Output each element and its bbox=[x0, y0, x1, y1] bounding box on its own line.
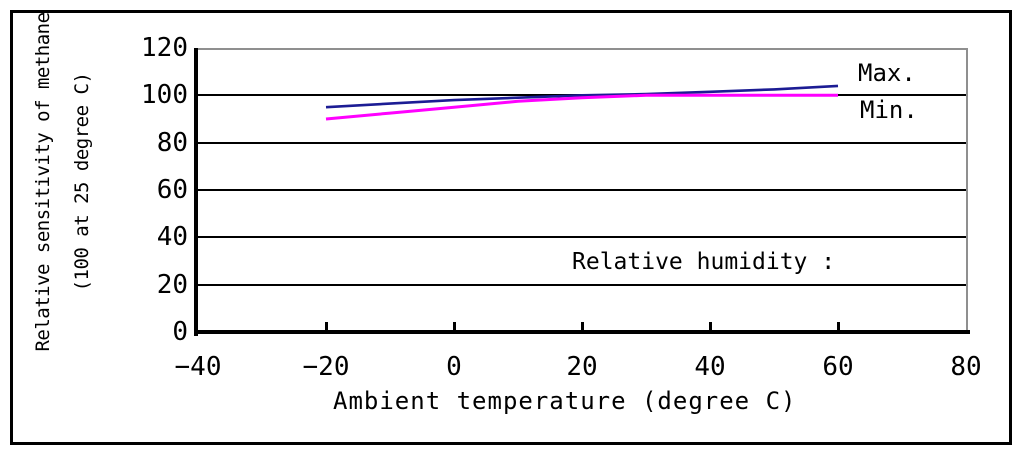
gridline-60 bbox=[198, 189, 966, 191]
gridline-80 bbox=[198, 141, 966, 144]
y-axis-line bbox=[194, 48, 198, 336]
gridline-20 bbox=[198, 283, 966, 286]
chart-lines bbox=[325, 84, 839, 121]
x-ticklabel-80: 80 bbox=[950, 352, 982, 382]
y-ticklabel-100: 100 bbox=[141, 80, 188, 111]
legend-label-min: Min. bbox=[860, 96, 918, 124]
series-line-min bbox=[325, 93, 838, 121]
x-axis-title: Ambient temperature (degree C) bbox=[333, 387, 797, 415]
legend-label-max: Max. bbox=[858, 59, 916, 87]
x-ticklabel-60: 60 bbox=[822, 352, 854, 382]
y-ticklabel-40: 40 bbox=[156, 222, 188, 253]
y-axis-title-line1: Relative sensitivity of methane bbox=[32, 12, 54, 352]
y-axis-title: Relative sensitivity of methane (100 at 2… bbox=[24, 12, 102, 351]
x-ticklabel-0: 0 bbox=[446, 352, 462, 382]
y-ticklabel-80: 80 bbox=[156, 127, 188, 158]
x-ticklabel-20: 20 bbox=[566, 352, 598, 382]
x-ticklabel-−20: −20 bbox=[302, 352, 350, 382]
gridline-40 bbox=[198, 236, 966, 239]
x-tickmark--20 bbox=[324, 322, 328, 331]
x-tickmark-60 bbox=[836, 322, 840, 331]
y-ticklabel-60: 60 bbox=[156, 175, 188, 205]
y-ticklabel-20: 20 bbox=[156, 269, 188, 300]
x-tickmark-40 bbox=[708, 322, 712, 331]
x-ticklabel-40: 40 bbox=[694, 352, 726, 382]
x-axis-line bbox=[194, 330, 970, 334]
y-ticklabel-120: 120 bbox=[141, 33, 188, 63]
relative-humidity-annotation: Relative humidity : bbox=[572, 249, 836, 275]
x-ticklabel-−40: −40 bbox=[174, 352, 222, 382]
x-tickmark-20 bbox=[580, 322, 584, 331]
series-line-max bbox=[325, 84, 839, 109]
x-tickmark-0 bbox=[452, 322, 456, 331]
y-ticklabel-0: 0 bbox=[172, 317, 188, 347]
y-axis-title-line2: (100 at 25 degree C) bbox=[71, 72, 93, 292]
